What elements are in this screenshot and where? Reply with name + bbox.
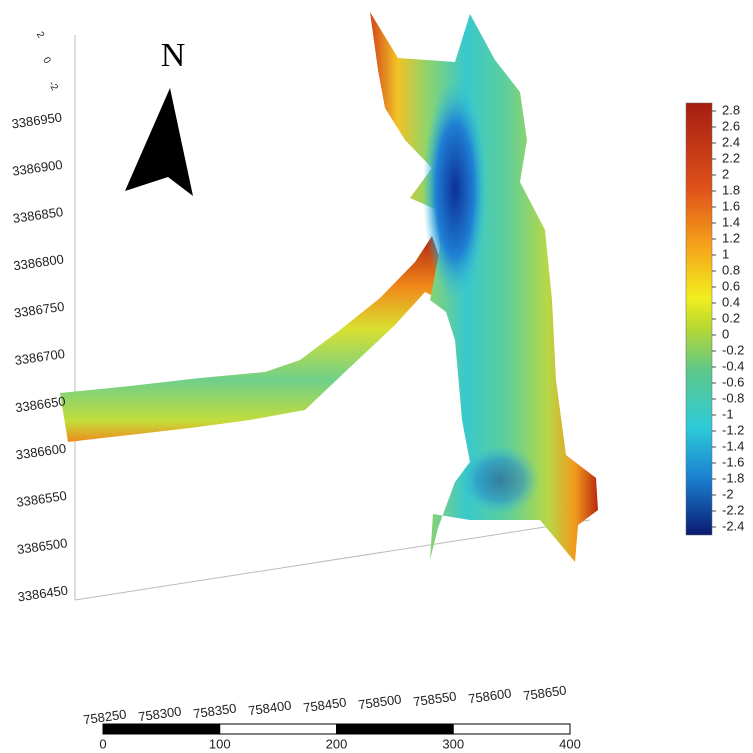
deep-area — [460, 445, 540, 515]
colorbar-tick-label: -2 — [722, 486, 734, 501]
y-tick-label: 3386900 — [11, 157, 63, 179]
colorbar-tick-label: -2.2 — [722, 502, 744, 517]
colorbar-tick-label: -0.6 — [722, 374, 744, 389]
colorbar-tick-label: 2.8 — [722, 102, 740, 117]
colorbar-tick-label: 2.4 — [722, 134, 740, 149]
x-tick-label: 758400 — [247, 698, 292, 719]
y-tick-label: 3386800 — [12, 251, 64, 273]
deep-area — [423, 80, 487, 300]
y-tick-label: 3386750 — [13, 299, 65, 321]
side-channel — [60, 236, 442, 442]
z-tick-label: 2 — [34, 30, 47, 41]
y-tick-label: 3386850 — [12, 204, 64, 226]
x-tick-label: 758500 — [357, 692, 402, 713]
colorbar-tick-label: 2 — [722, 166, 729, 181]
north-label: N — [161, 37, 186, 74]
scale-bar-segment — [103, 724, 220, 734]
colorbar-tick-label: 0.8 — [722, 262, 740, 277]
x-tick-label: 758350 — [192, 701, 237, 722]
map: N 2 0 -2 3386950 3386900 3386850 3386800 338675… — [0, 0, 753, 753]
scale-bar-label: 400 — [559, 736, 581, 751]
colorbar-tick-label: -1.2 — [722, 422, 744, 437]
north-arrow — [125, 88, 193, 196]
y-tick-label: 3386500 — [16, 535, 68, 557]
scale-bar-label: 300 — [442, 736, 464, 751]
y-tick-label: 3386950 — [11, 110, 63, 132]
scale-bar-label: 0 — [99, 736, 106, 751]
colorbar-tick-label: 0.4 — [722, 294, 740, 309]
scale-bar-segment — [453, 724, 570, 734]
x-tick-label: 758550 — [412, 689, 457, 710]
scale-bar-segment — [337, 724, 454, 734]
scale-bar-label: 100 — [209, 736, 231, 751]
colorbar-tick-label: 0.2 — [722, 310, 740, 325]
x-tick-label: 758300 — [137, 704, 182, 725]
colorbar-tick-label: -0.8 — [722, 390, 744, 405]
colorbar-tick-label: -2.4 — [722, 518, 744, 533]
y-tick-label: 3386700 — [14, 346, 66, 368]
z-tick-label: -2 — [46, 79, 60, 93]
colorbar-tick-label: 0 — [722, 326, 729, 341]
colorbar-tick-label: -0.4 — [722, 358, 744, 373]
y-tick-label: 3386450 — [17, 583, 69, 605]
z-tick-label: 0 — [40, 55, 53, 66]
y-tick-label: 3386650 — [14, 393, 66, 415]
colorbar-tick-label: 1 — [722, 246, 729, 261]
colorbar-tick-label: 2.6 — [722, 118, 740, 133]
colorbar-tick-label: 1.4 — [722, 214, 740, 229]
scale-bar-label: 200 — [326, 736, 348, 751]
x-tick-label: 758650 — [522, 683, 567, 704]
x-tick-label: 758450 — [302, 695, 347, 716]
scale-bar-segment — [220, 724, 337, 734]
colorbar — [686, 103, 712, 535]
y-tick-label: 3386600 — [15, 441, 67, 463]
colorbar-tick-label: -1.8 — [722, 470, 744, 485]
colorbar-tick-label: 0.6 — [722, 278, 740, 293]
terrain — [60, 12, 598, 562]
colorbar-tick-label: -0.2 — [722, 342, 744, 357]
x-axis-line — [75, 520, 590, 600]
colorbar-tick-label: 1.8 — [722, 182, 740, 197]
colorbar-tick-label: -1.4 — [722, 438, 744, 453]
colorbar-tick-label: -1 — [722, 406, 734, 421]
colorbar-tick-label: 2.2 — [722, 150, 740, 165]
x-tick-label: 758600 — [467, 686, 512, 707]
y-tick-label: 3386550 — [15, 488, 67, 510]
colorbar-tick-label: 1.6 — [722, 198, 740, 213]
colorbar-tick-label: -1.6 — [722, 454, 744, 469]
colorbar-tick-label: 1.2 — [722, 230, 740, 245]
